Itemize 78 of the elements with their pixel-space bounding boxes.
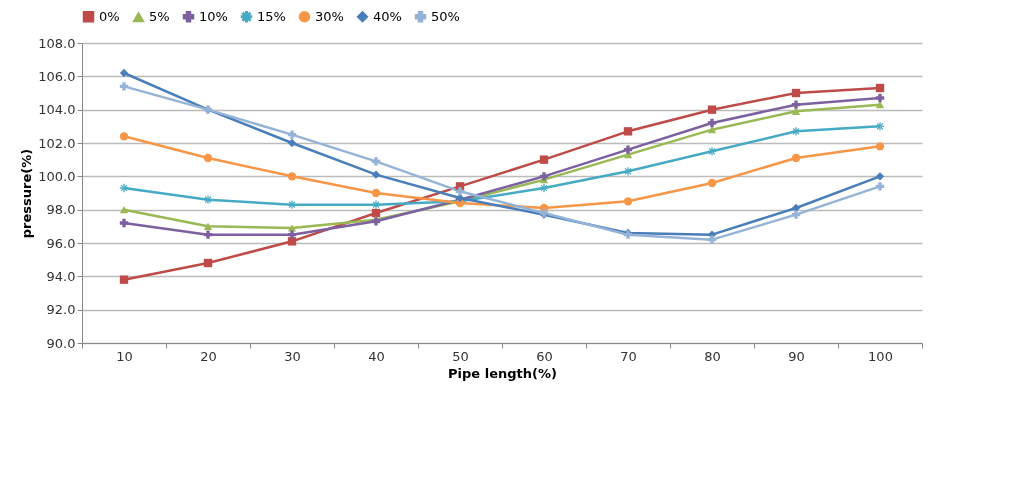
- point: [287, 200, 297, 209]
- legend-label: 0%: [99, 8, 120, 24]
- point: [875, 172, 885, 181]
- point: [119, 82, 129, 91]
- x-tick-label: 50: [452, 348, 469, 364]
- y-tick-label: 104.0: [38, 102, 76, 118]
- legend-label: 15%: [257, 8, 286, 24]
- point: [539, 155, 549, 164]
- point: [875, 93, 885, 103]
- x-tick-label: 60: [536, 348, 553, 364]
- point: [791, 210, 801, 219]
- x-tick-label: 90: [788, 348, 805, 364]
- point: [707, 178, 717, 188]
- point: [119, 218, 129, 228]
- y-tick-label: 106.0: [38, 68, 76, 84]
- point: [791, 153, 801, 163]
- point: [119, 132, 129, 141]
- point: [875, 101, 885, 109]
- point: [119, 183, 129, 193]
- y-tick-label: 94.0: [46, 268, 76, 284]
- point: [287, 230, 297, 239]
- point: [623, 167, 633, 176]
- point: [791, 127, 801, 136]
- x-tick-label: 20: [200, 348, 217, 364]
- point: [623, 145, 633, 154]
- point: [539, 172, 549, 181]
- point: [707, 126, 717, 134]
- point: [875, 122, 885, 131]
- y-tick-label: 98.0: [46, 202, 76, 218]
- point: [455, 187, 465, 196]
- legend-label: 50%: [431, 8, 460, 24]
- point: [875, 142, 885, 151]
- y-axis-title: pressure(%): [19, 148, 35, 239]
- legend-label: 30%: [315, 8, 344, 24]
- point: [707, 147, 717, 156]
- point: [875, 182, 885, 191]
- y-tick-label: 108.0: [38, 35, 76, 51]
- point: [791, 107, 801, 115]
- x-tick-label: 100: [868, 348, 893, 364]
- point: [119, 275, 129, 284]
- point: [875, 83, 885, 93]
- legend-label: 40%: [373, 8, 402, 24]
- point: [371, 200, 381, 209]
- point: [707, 235, 717, 244]
- point: [707, 105, 717, 114]
- y-tick-label: 90.0: [46, 335, 76, 351]
- legend-label: 10%: [199, 8, 228, 24]
- point: [623, 127, 633, 136]
- x-tick-label: 80: [704, 348, 721, 364]
- point: [203, 153, 213, 163]
- point: [203, 195, 213, 204]
- point: [203, 258, 213, 268]
- point: [791, 100, 801, 109]
- x-axis-title: Pipe length(%): [448, 365, 557, 381]
- x-tick-label: 40: [368, 348, 385, 364]
- point: [371, 188, 381, 198]
- x-tick-label: 30: [284, 348, 301, 364]
- point: [203, 230, 213, 239]
- point: [287, 138, 297, 148]
- point: [791, 88, 801, 98]
- legend-label: 5%: [149, 9, 170, 25]
- y-tick-label: 100.0: [38, 168, 76, 184]
- point: [287, 172, 297, 181]
- point: [707, 118, 717, 128]
- point: [287, 130, 297, 139]
- x-tick-label: 70: [620, 348, 637, 364]
- point: [371, 170, 381, 179]
- point: [119, 206, 129, 214]
- point: [203, 222, 213, 230]
- point: [539, 183, 549, 193]
- x-tick-label: 10: [116, 348, 133, 364]
- point: [371, 208, 381, 218]
- y-tick-label: 102.0: [38, 135, 76, 151]
- point: [623, 197, 633, 206]
- point: [119, 68, 129, 78]
- y-tick-label: 92.0: [46, 302, 76, 318]
- point: [371, 157, 381, 166]
- y-tick-label: 96.0: [46, 235, 76, 251]
